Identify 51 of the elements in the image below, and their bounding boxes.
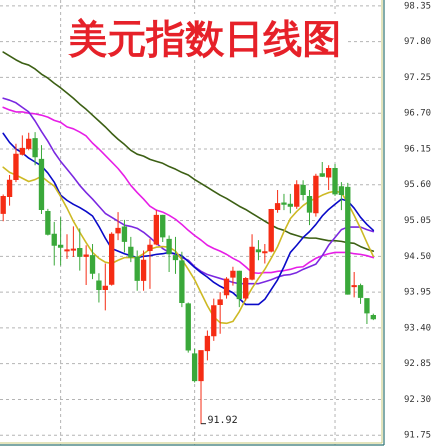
candlestick xyxy=(300,180,306,201)
candlestick xyxy=(154,210,160,246)
candlestick xyxy=(147,238,153,290)
candlestick xyxy=(320,161,325,178)
candlestick xyxy=(115,212,121,241)
y-tick-label: 96.70 xyxy=(404,108,432,119)
y-tick-label: 95.05 xyxy=(404,216,432,226)
y-tick-label: 93.40 xyxy=(404,323,432,334)
candlestick xyxy=(364,298,370,324)
candlestick xyxy=(179,251,185,308)
y-tick-label: 95.60 xyxy=(404,180,432,190)
y-tick-label: 92.85 xyxy=(404,359,432,370)
candlestick xyxy=(160,214,166,243)
candlestick xyxy=(109,232,114,286)
text: 美元指数日线图 xyxy=(68,17,342,61)
candlestick xyxy=(358,283,364,304)
candlestick xyxy=(262,243,268,264)
y-tick-label: 96.15 xyxy=(404,144,432,154)
candlestick xyxy=(326,164,332,190)
y-tick-label: 97.80 xyxy=(404,37,432,48)
candlestick xyxy=(186,302,191,354)
candlestick xyxy=(77,228,82,272)
candlestick xyxy=(217,292,223,334)
y-tick-label: 91.75 xyxy=(404,430,432,441)
candlestick xyxy=(294,180,300,210)
line-series xyxy=(2,132,374,306)
y-tick-label: 93.95 xyxy=(404,288,432,298)
candlestick xyxy=(122,219,128,253)
candlestick xyxy=(102,262,108,311)
candlestick xyxy=(256,240,262,261)
candlestick xyxy=(211,298,216,342)
candlestick xyxy=(32,132,38,166)
candlestick xyxy=(172,236,178,274)
y-tick-label: 94.50 xyxy=(404,252,432,262)
candlestick xyxy=(351,271,357,298)
candlestick xyxy=(306,189,312,226)
candlestick xyxy=(96,272,102,304)
candlestick xyxy=(83,244,89,286)
candlestick xyxy=(140,250,146,292)
line-series xyxy=(2,166,374,324)
candlestick xyxy=(236,270,242,308)
y-tick-label: 97.25 xyxy=(404,72,432,83)
annotation: 91.92 xyxy=(208,415,238,426)
y-tick-label: 92.30 xyxy=(404,394,432,405)
candlestick xyxy=(90,243,96,280)
candlestick xyxy=(230,266,236,286)
candlestick xyxy=(166,235,172,272)
y-tick-label: 98.35 xyxy=(404,1,432,12)
candlestick xyxy=(192,348,198,384)
candlestick xyxy=(370,313,376,321)
candlestick xyxy=(313,173,319,218)
